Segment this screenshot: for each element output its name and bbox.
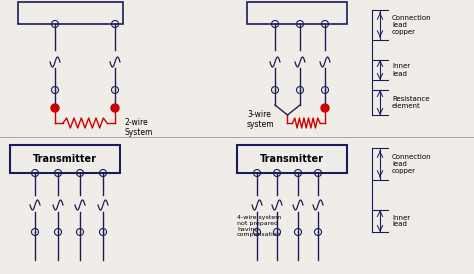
Text: Transmitter: Transmitter [33, 154, 97, 164]
Text: Transmitter: Transmitter [260, 154, 324, 164]
FancyBboxPatch shape [10, 145, 120, 173]
Text: 2-wire
System: 2-wire System [125, 118, 154, 137]
Text: Resistance
element: Resistance element [392, 96, 429, 109]
Text: Connection
lead
copper: Connection lead copper [392, 15, 432, 35]
Text: 3-wire
system: 3-wire system [247, 110, 274, 129]
FancyBboxPatch shape [247, 2, 347, 24]
Circle shape [321, 104, 329, 112]
Text: 4-wire system
not prepared
having
compensation: 4-wire system not prepared having compen… [237, 215, 282, 237]
Text: Inner
lead: Inner lead [392, 64, 410, 76]
Circle shape [111, 104, 119, 112]
Text: Connection
lead
copper: Connection lead copper [392, 154, 432, 174]
FancyBboxPatch shape [237, 145, 347, 173]
FancyBboxPatch shape [18, 2, 123, 24]
Circle shape [51, 104, 59, 112]
Text: Inner
lead: Inner lead [392, 215, 410, 227]
